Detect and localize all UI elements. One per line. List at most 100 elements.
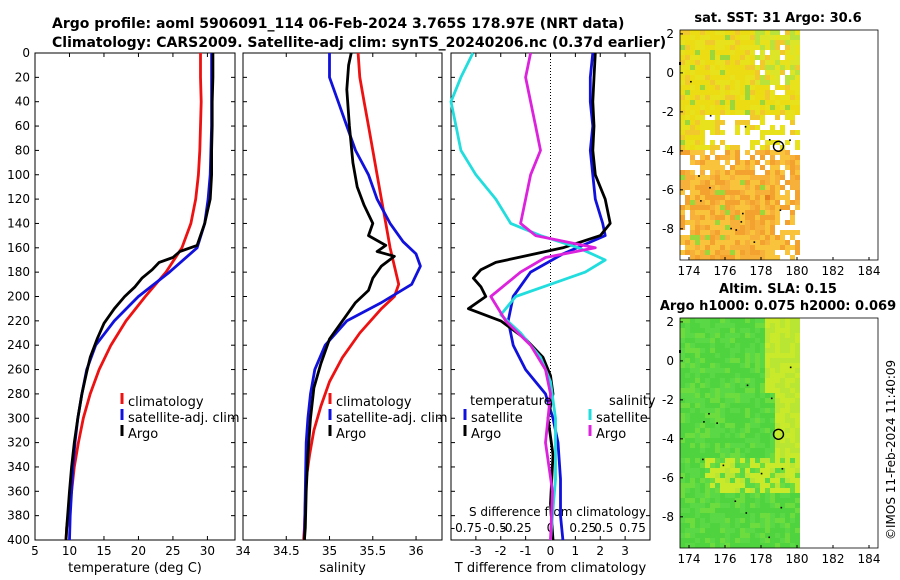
map-grid-cell (715, 50, 720, 55)
map-grid-cell (750, 433, 755, 438)
map-grid-cell (765, 180, 770, 185)
map-grid-cell (765, 468, 770, 473)
map-grid-cell (790, 75, 795, 80)
map-grid-cell (735, 40, 740, 45)
map-grid-cell (755, 115, 760, 120)
map-grid-cell (750, 353, 755, 358)
map-grid-cell (695, 438, 700, 443)
map-grid-cell (685, 145, 690, 150)
map-grid-cell (705, 473, 710, 478)
map-grid-cell (710, 453, 715, 458)
map-grid-cell (770, 75, 775, 80)
map-grid-cell (740, 160, 745, 165)
map-grid-cell (785, 348, 790, 353)
map-grid-cell (700, 348, 705, 353)
map-grid-cell (725, 353, 730, 358)
map-grid-cell (680, 378, 685, 383)
map-grid-cell (720, 45, 725, 50)
map-grid-cell (720, 155, 725, 160)
map-grid-cell (775, 533, 780, 538)
map-grid-cell (785, 483, 790, 488)
map-grid-cell (680, 488, 685, 493)
map-grid-cell (720, 235, 725, 240)
map-grid-cell (705, 408, 710, 413)
map-grid-cell (740, 100, 745, 105)
map-grid-cell (750, 493, 755, 498)
map-grid-cell (725, 418, 730, 423)
map-grid-cell (695, 40, 700, 45)
map-grid-cell (750, 240, 755, 245)
map-grid-cell (695, 230, 700, 235)
map-grid-cell (725, 373, 730, 378)
map-grid-cell (710, 125, 715, 130)
map-grid-cell (715, 468, 720, 473)
map-grid-cell (755, 493, 760, 498)
map-grid-cell (770, 215, 775, 220)
map-grid-cell (795, 478, 800, 483)
map-grid-cell (730, 378, 735, 383)
map-grid-cell (790, 328, 795, 333)
map-grid-cell (745, 353, 750, 358)
map-grid-cell (795, 533, 800, 538)
map-grid-cell (720, 230, 725, 235)
map-grid-cell (710, 428, 715, 433)
map-grid-cell (700, 448, 705, 453)
map-grid-cell (710, 70, 715, 75)
map-grid-cell (690, 175, 695, 180)
y-tick-label: 200 (7, 290, 30, 304)
map-grid-cell (680, 388, 685, 393)
y-tick-label: 220 (7, 314, 30, 328)
island-coastline (735, 229, 738, 231)
y-tick-label: 2 (666, 315, 674, 329)
map-grid-cell (765, 383, 770, 388)
map-grid-cell (735, 393, 740, 398)
map-grid-cell (730, 145, 735, 150)
map-grid-cell (680, 60, 685, 65)
map-grid-cell (710, 160, 715, 165)
y-tick-label: -2 (662, 105, 674, 119)
map-grid-cell (750, 245, 755, 250)
map-grid-cell (735, 408, 740, 413)
map-grid-cell (745, 250, 750, 255)
map-grid-cell (795, 448, 800, 453)
map-grid-cell (695, 50, 700, 55)
map-grid-cell (755, 30, 760, 35)
map-grid-cell (710, 175, 715, 180)
map-grid-cell (755, 70, 760, 75)
map-grid-cell (795, 205, 800, 210)
map-grid-cell (700, 493, 705, 498)
map-grid-cell (785, 533, 790, 538)
map-grid-cell (735, 528, 740, 533)
map-grid-cell (780, 373, 785, 378)
map-grid-cell (755, 95, 760, 100)
map-grid-cell (785, 220, 790, 225)
map-grid-cell (715, 200, 720, 205)
map-grid-cell (685, 438, 690, 443)
map-grid-cell (680, 50, 685, 55)
map-grid-cell (680, 528, 685, 533)
map-grid-cell (685, 135, 690, 140)
map-grid-cell (705, 538, 710, 543)
map-grid-cell (745, 30, 750, 35)
map-grid-cell (715, 363, 720, 368)
map-grid-cell (785, 190, 790, 195)
map-grid-cell (795, 328, 800, 333)
map-grid-cell (745, 65, 750, 70)
map-grid-cell (715, 170, 720, 175)
map-grid-cell (745, 443, 750, 448)
map-grid-cell (760, 50, 765, 55)
map-grid-cell (755, 245, 760, 250)
map-grid-cell (795, 30, 800, 35)
map-grid-cell (735, 190, 740, 195)
map-grid-cell (710, 433, 715, 438)
map-grid-cell (785, 363, 790, 368)
map-grid-cell (715, 513, 720, 518)
map-grid-cell (700, 378, 705, 383)
map-grid-cell (790, 230, 795, 235)
map-grid-cell (755, 110, 760, 115)
map-grid-cell (765, 388, 770, 393)
map-grid-cell (755, 463, 760, 468)
map-grid-cell (775, 388, 780, 393)
map-grid-cell (795, 508, 800, 513)
map-grid-cell (765, 95, 770, 100)
